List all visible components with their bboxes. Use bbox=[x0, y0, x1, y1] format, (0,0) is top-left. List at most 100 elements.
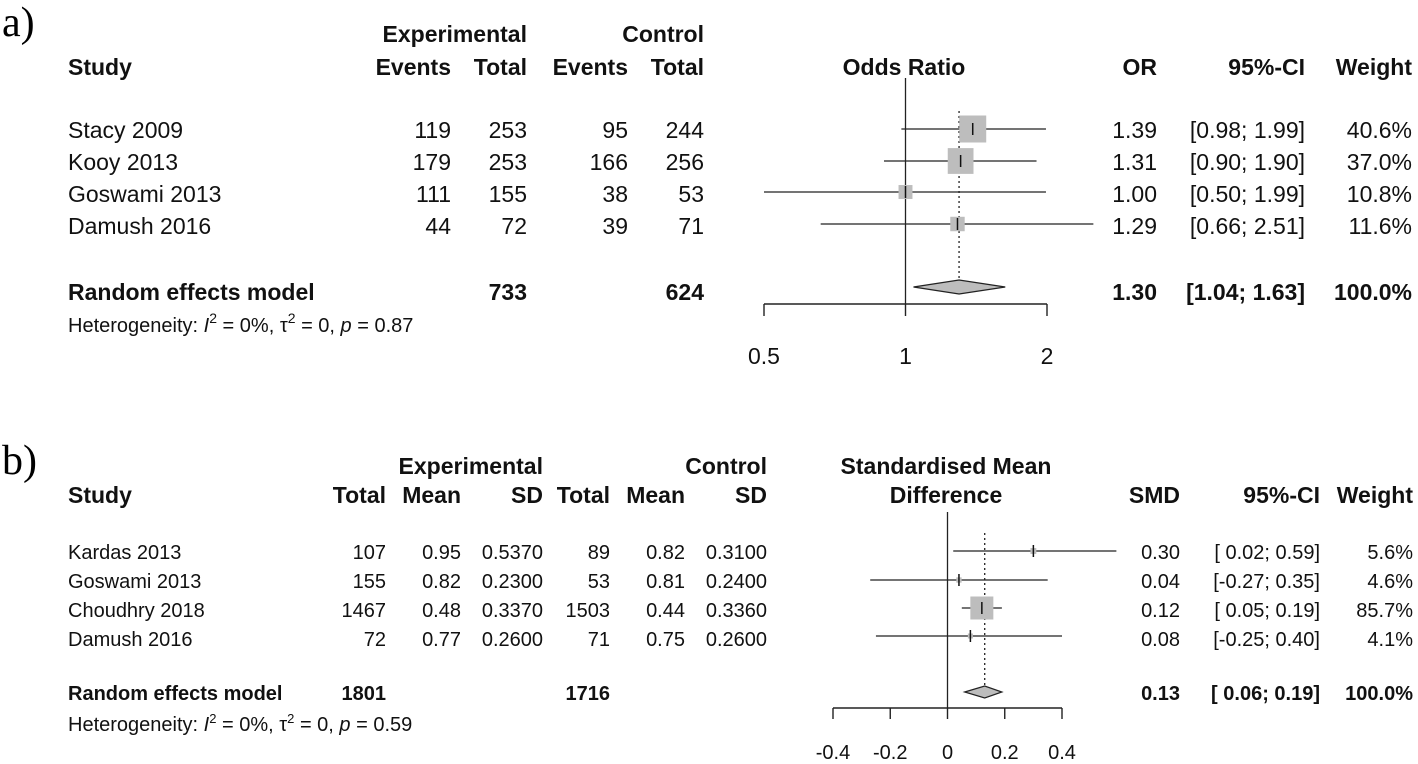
panel-b-study-name: Choudhry 2018 bbox=[68, 600, 205, 622]
panel-b-row: Kardas 2013 107 0.95 0.5370 89 0.82 0.31… bbox=[68, 542, 1413, 564]
panel-a-ctl-events: 38 bbox=[602, 181, 628, 207]
panel-b-ci: [-0.27; 0.35] bbox=[1213, 571, 1320, 593]
panel-b-header-ctl-total: Total bbox=[557, 482, 610, 508]
panel-b-pooled-row: Random effects model 1801 1716 0.13 [ 0.… bbox=[68, 683, 1413, 705]
panel-b-exp-total: 107 bbox=[353, 542, 386, 564]
panel-b-study-name: Goswami 2013 bbox=[68, 571, 201, 593]
panel-b-exp-mean: 0.77 bbox=[422, 629, 461, 651]
panel-b-header-group-control: Control bbox=[685, 453, 767, 479]
panel-b-exp-sd: 0.3370 bbox=[482, 600, 543, 622]
panel-b-exp-total: 1467 bbox=[342, 600, 387, 622]
panel-a-effect: 1.39 bbox=[1112, 117, 1157, 143]
panel-b-exp-total: 72 bbox=[364, 629, 386, 651]
panel-a-header-weight: Weight bbox=[1336, 54, 1413, 80]
panel-b-plot: -0.4 -0.2 0 0.2 0.4 bbox=[816, 512, 1117, 764]
panel-b-ctl-mean: 0.75 bbox=[646, 629, 685, 651]
panel-b-label: b) bbox=[2, 438, 37, 484]
panel-b-ctl-mean: 0.82 bbox=[646, 542, 685, 564]
panel-a-pooled-row: Random effects model 733 624 1.30 [1.04;… bbox=[68, 279, 1412, 305]
panel-a-pooled-ci: [1.04; 1.63] bbox=[1186, 279, 1305, 305]
panel-b-ci: [ 0.02; 0.59] bbox=[1214, 542, 1320, 564]
panel-b-exp-sd: 0.2600 bbox=[482, 629, 543, 651]
panel-a-effect: 1.00 bbox=[1112, 181, 1157, 207]
panel-a-header-exp-events: Events bbox=[376, 54, 451, 80]
panel-b-exp-sd: 0.2300 bbox=[482, 571, 543, 593]
panel-b-header-plot-title-line2: Difference bbox=[890, 482, 1002, 508]
panel-a-ci: [0.90; 1.90] bbox=[1190, 149, 1305, 175]
panel-a-weight: 10.8% bbox=[1347, 181, 1412, 207]
panel-a-ctl-events: 95 bbox=[602, 117, 628, 143]
panel-a-ctl-total: 53 bbox=[678, 181, 704, 207]
panel-b-ctl-total: 1503 bbox=[566, 600, 611, 622]
x-axis-tick-label: -0.2 bbox=[873, 742, 907, 764]
panel-b-pooled-effect: 0.13 bbox=[1141, 683, 1180, 705]
panel-a-row: Stacy 2009 119 253 95 244 1.39 [0.98; 1.… bbox=[68, 117, 1412, 143]
panel-b-study-name: Damush 2016 bbox=[68, 629, 193, 651]
panel-a-weight: 37.0% bbox=[1347, 149, 1412, 175]
panel-a-study-name: Damush 2016 bbox=[68, 213, 211, 239]
panel-a-exp-events: 111 bbox=[416, 181, 451, 207]
panel-b-weight: 85.7% bbox=[1356, 600, 1413, 622]
panel-b-header-study: Study bbox=[68, 482, 132, 508]
panel-b-ctl-mean: 0.44 bbox=[646, 600, 685, 622]
panel-b-row: Damush 2016 72 0.77 0.2600 71 0.75 0.260… bbox=[68, 629, 1413, 651]
panel-a-study-name: Stacy 2009 bbox=[68, 117, 183, 143]
panel-b-header-exp-mean: Mean bbox=[402, 482, 461, 508]
panel-a-ctl-total: 244 bbox=[666, 117, 705, 143]
x-axis-tick-label: 0 bbox=[942, 742, 953, 764]
panel-b-header-plot-title-line1: Standardised Mean bbox=[841, 453, 1052, 479]
panel-a-ctl-total: 71 bbox=[678, 213, 704, 239]
panel-a-ci: [0.66; 2.51] bbox=[1190, 213, 1305, 239]
panel-a-header-ctl-events: Events bbox=[553, 54, 628, 80]
panel-a-header-ci: 95%-CI bbox=[1228, 54, 1305, 80]
panel-b-header-ctl-mean: Mean bbox=[626, 482, 685, 508]
panel-b-effect: 0.12 bbox=[1141, 600, 1180, 622]
pooled-effect-diamond bbox=[962, 685, 1004, 699]
panel-a-ctl-total: 256 bbox=[666, 149, 704, 175]
panel-b: b) Experimental Control Standardised Mea… bbox=[2, 438, 1413, 764]
panel-a-header-group-control: Control bbox=[622, 21, 704, 47]
panel-a-label: a) bbox=[2, 0, 35, 46]
panel-a-exp-total: 72 bbox=[501, 213, 527, 239]
panel-a-header-exp-total: Total bbox=[474, 54, 527, 80]
panel-b-header-exp-total: Total bbox=[333, 482, 386, 508]
panel-a-header-study: Study bbox=[68, 54, 132, 80]
panel-b-effect: 0.04 bbox=[1141, 571, 1180, 593]
panel-b-exp-total: 155 bbox=[353, 571, 386, 593]
panel-a-pooled-effect: 1.30 bbox=[1112, 279, 1157, 305]
panel-b-header-exp-sd: SD bbox=[511, 482, 543, 508]
panel-b-ctl-sd: 0.3100 bbox=[706, 542, 767, 564]
panel-a-study-name: Goswami 2013 bbox=[68, 181, 221, 207]
panel-b-effect: 0.30 bbox=[1141, 542, 1180, 564]
panel-b-exp-mean: 0.82 bbox=[422, 571, 461, 593]
panel-b-weight: 5.6% bbox=[1367, 542, 1413, 564]
panel-a-pooled-name: Random effects model bbox=[68, 279, 315, 305]
panel-b-header-ctl-sd: SD bbox=[735, 482, 767, 508]
panel-a-exp-total: 155 bbox=[489, 181, 527, 207]
panel-a-effect: 1.31 bbox=[1112, 149, 1157, 175]
panel-a-header-group-experimental: Experimental bbox=[383, 21, 527, 47]
panel-b-ctl-total: 53 bbox=[588, 571, 610, 593]
panel-a-row: Damush 2016 44 72 39 71 1.29 [0.66; 2.51… bbox=[68, 213, 1412, 239]
panel-b-pooled-exp-total: 1801 bbox=[342, 683, 387, 705]
panel-a-effect: 1.29 bbox=[1112, 213, 1157, 239]
panel-a: a) Experimental Control Study Events Tot… bbox=[2, 0, 1412, 369]
panel-a-exp-total: 253 bbox=[489, 117, 527, 143]
panel-a-heterogeneity: Heterogeneity: I2 = 0%, τ2 = 0, p = 0.87 bbox=[68, 310, 413, 337]
x-axis-tick-label: 0.4 bbox=[1048, 742, 1076, 764]
panel-a-study-name: Kooy 2013 bbox=[68, 149, 178, 175]
panel-b-study-name: Kardas 2013 bbox=[68, 542, 181, 564]
panel-b-ctl-mean: 0.81 bbox=[646, 571, 685, 593]
panel-a-ci: [0.98; 1.99] bbox=[1190, 117, 1305, 143]
panel-a-ctl-events: 166 bbox=[590, 149, 628, 175]
panel-a-row: Kooy 2013 179 253 166 256 1.31 [0.90; 1.… bbox=[68, 149, 1412, 175]
panel-b-row: Choudhry 2018 1467 0.48 0.3370 1503 0.44… bbox=[68, 600, 1413, 622]
panel-a-ci: [0.50; 1.99] bbox=[1190, 181, 1305, 207]
panel-b-exp-sd: 0.5370 bbox=[482, 542, 543, 564]
panel-a-exp-total: 253 bbox=[489, 149, 527, 175]
panel-b-header-effect: SMD bbox=[1129, 482, 1180, 508]
pooled-effect-diamond bbox=[913, 279, 1006, 295]
panel-b-ctl-sd: 0.2400 bbox=[706, 571, 767, 593]
panel-b-ci: [ 0.05; 0.19] bbox=[1214, 600, 1320, 622]
